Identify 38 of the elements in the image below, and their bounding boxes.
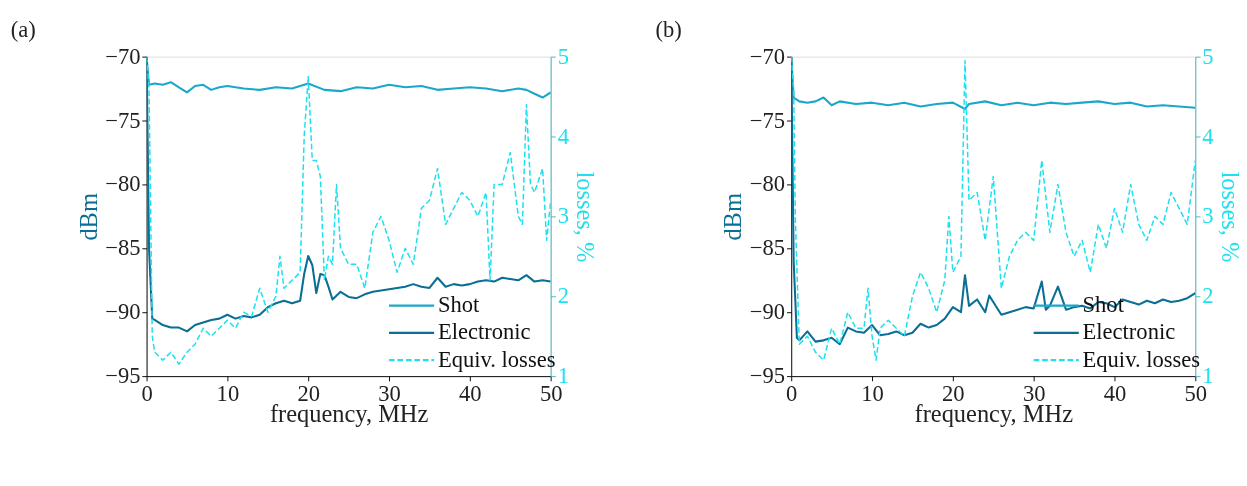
- y2-tick-label: 5: [1202, 43, 1214, 69]
- legend-label: Electronic: [1082, 319, 1176, 345]
- y2-tick-label: 3: [557, 203, 569, 229]
- x-tick-label: 0: [786, 381, 798, 407]
- chart-title: (a): [10, 16, 36, 42]
- y2-tick-label: 2: [1202, 283, 1214, 309]
- x-tick-label: 40: [459, 381, 482, 407]
- y-tick-label: −95: [749, 363, 786, 389]
- x-tick-label: 40: [1103, 381, 1127, 407]
- y-tick-label: −70: [749, 43, 786, 69]
- y2-tick-label: 4: [1202, 123, 1214, 149]
- y-tick-label: −70: [105, 43, 141, 69]
- y-tick-label: −90: [749, 299, 786, 325]
- x-tick-label: 10: [861, 381, 884, 407]
- y-tick-label: −80: [105, 171, 141, 197]
- legend-label: Shot: [437, 292, 480, 318]
- y2-axis-title: losses, %: [1217, 171, 1245, 263]
- y-tick-label: −75: [749, 107, 786, 133]
- y-tick-label: −95: [105, 363, 141, 389]
- y-tick-label: −80: [749, 171, 786, 197]
- x-tick-label: 0: [141, 381, 153, 407]
- y2-tick-label: 3: [1202, 203, 1214, 229]
- x-tick-label: 20: [942, 381, 965, 407]
- y2-tick-label: 2: [557, 283, 569, 309]
- x-tick-label: 10: [216, 381, 240, 407]
- legend-label: Equiv. losses: [437, 346, 556, 372]
- y-tick-label: −75: [105, 107, 141, 133]
- y-axis-title: dBm: [74, 193, 102, 241]
- chart-title: (b): [655, 16, 682, 42]
- y2-axis-title: losses, %: [572, 171, 600, 263]
- x-tick-label: 20: [297, 381, 320, 407]
- y2-tick-label: 5: [557, 43, 569, 69]
- y-tick-label: −85: [749, 235, 786, 261]
- legend-label: Electronic: [437, 319, 531, 345]
- y-tick-label: −90: [105, 299, 141, 325]
- y-axis-title: dBm: [719, 193, 747, 241]
- y-tick-label: −85: [105, 235, 141, 261]
- y2-tick-label: 4: [557, 123, 569, 149]
